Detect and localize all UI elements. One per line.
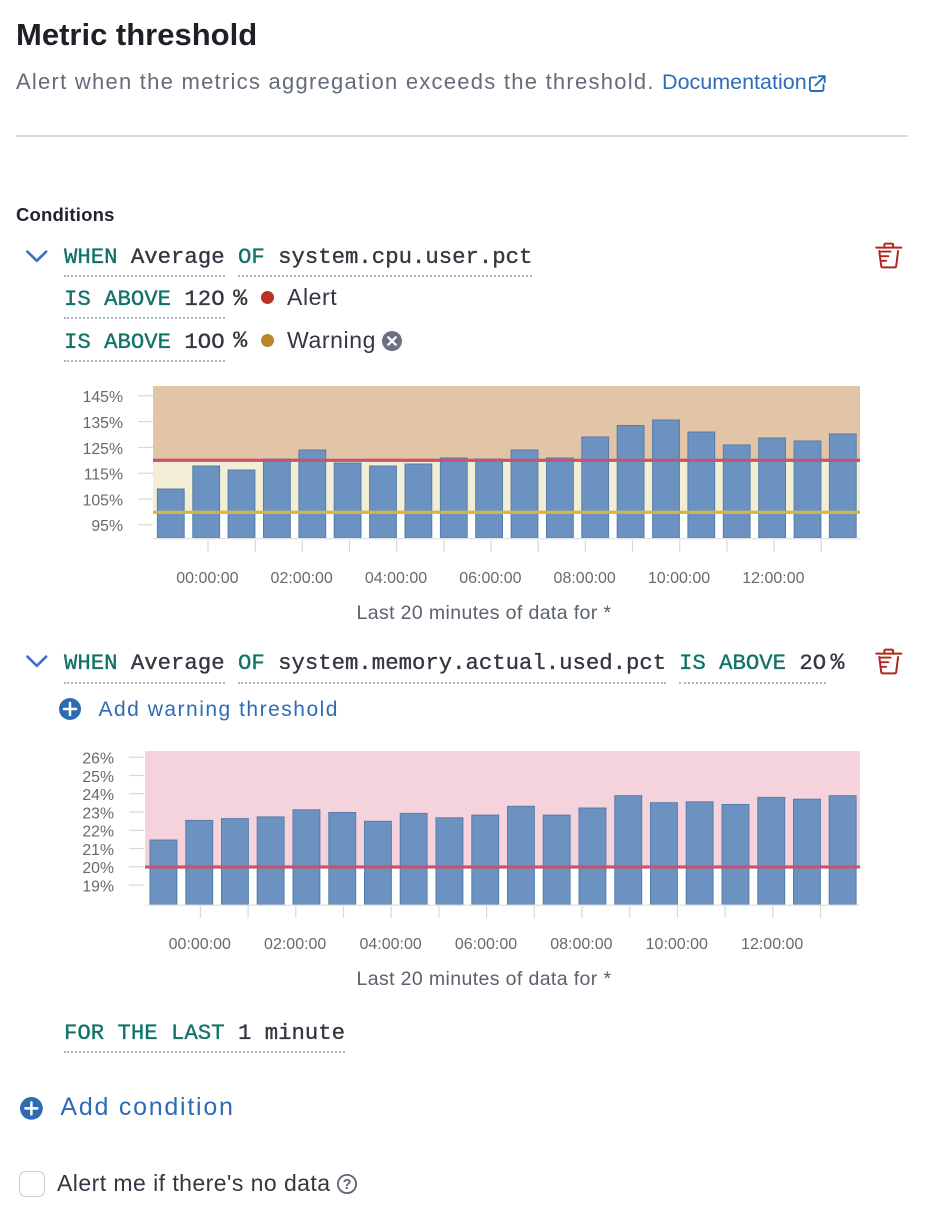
- svg-text:00:00:00: 00:00:00: [169, 936, 231, 953]
- svg-text:23%: 23%: [82, 805, 114, 822]
- svg-text:06:00:00: 06:00:00: [459, 570, 521, 587]
- svg-text:24%: 24%: [82, 787, 114, 804]
- svg-text:08:00:00: 08:00:00: [550, 936, 612, 953]
- svg-text:04:00:00: 04:00:00: [359, 936, 421, 953]
- svg-text:25%: 25%: [82, 769, 114, 786]
- svg-text:21%: 21%: [82, 842, 114, 859]
- svg-text:06:00:00: 06:00:00: [455, 936, 517, 953]
- svg-text:02:00:00: 02:00:00: [264, 936, 326, 953]
- svg-text:145%: 145%: [83, 389, 123, 406]
- svg-text:20%: 20%: [82, 860, 114, 877]
- svg-text:12:00:00: 12:00:00: [741, 936, 803, 953]
- svg-text:95%: 95%: [91, 518, 123, 535]
- svg-text:08:00:00: 08:00:00: [554, 570, 616, 587]
- svg-text:10:00:00: 10:00:00: [648, 570, 710, 587]
- svg-text:02:00:00: 02:00:00: [271, 570, 333, 587]
- svg-text:19%: 19%: [82, 879, 114, 896]
- svg-text:135%: 135%: [83, 415, 123, 432]
- svg-text:00:00:00: 00:00:00: [176, 570, 238, 587]
- svg-text:125%: 125%: [83, 441, 123, 458]
- svg-text:22%: 22%: [82, 824, 114, 841]
- svg-text:04:00:00: 04:00:00: [365, 570, 427, 587]
- svg-text:105%: 105%: [83, 492, 123, 509]
- svg-text:26%: 26%: [82, 751, 114, 768]
- svg-text:12:00:00: 12:00:00: [742, 570, 804, 587]
- svg-text:10:00:00: 10:00:00: [646, 936, 708, 953]
- svg-text:?: ?: [343, 1177, 352, 1193]
- svg-text:115%: 115%: [84, 467, 123, 484]
